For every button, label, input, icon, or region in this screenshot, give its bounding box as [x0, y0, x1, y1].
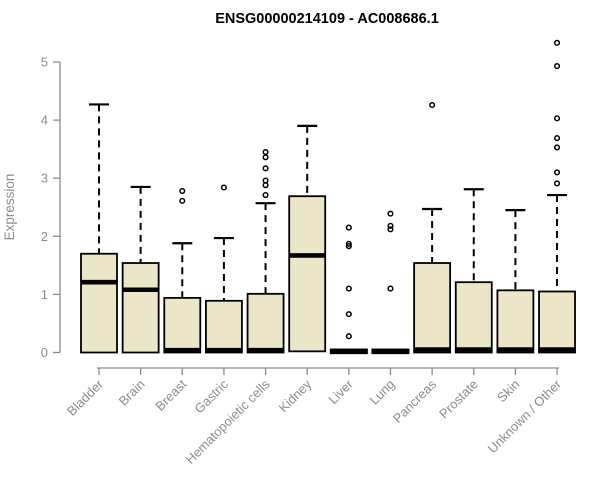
outlier-point [179, 197, 186, 204]
box-group [413, 101, 452, 354]
box-group [496, 209, 535, 354]
box-group [80, 103, 118, 354]
x-category-label: Kidney [276, 376, 315, 415]
outlier-point [553, 115, 561, 122]
x-category-label: Skin [494, 377, 522, 405]
outlier-point [179, 187, 186, 195]
box-group [246, 149, 285, 354]
outlier-point [345, 224, 352, 231]
outlier-point [553, 39, 561, 46]
iqr-box [163, 296, 202, 354]
x-category-label: Prostate [436, 377, 481, 422]
iqr-box [121, 262, 160, 354]
outlier-point [262, 191, 269, 199]
outlier-point [345, 333, 352, 340]
x-category-label: Bladder [64, 376, 107, 419]
x-category-label: Gastric [191, 376, 231, 416]
outlier-point [262, 165, 269, 172]
box-group [371, 210, 410, 355]
iqr-box [538, 290, 576, 354]
box-series [80, 39, 576, 355]
box-group [163, 187, 202, 354]
outlier-point [387, 210, 394, 217]
iqr-box [246, 292, 285, 354]
y-tick-label: 3 [41, 171, 48, 186]
x-category-label: Unknown / Other [485, 376, 565, 456]
iqr-box [413, 262, 452, 354]
outlier-point [429, 101, 436, 109]
outlier-point [553, 144, 561, 151]
outlier-point [345, 240, 352, 247]
iqr-box [496, 289, 535, 354]
box-group [454, 188, 493, 354]
collapsed-box [371, 348, 410, 355]
iqr-box [288, 195, 327, 353]
box-group [538, 39, 576, 354]
y-axis-label: Expression [2, 174, 17, 241]
box-group [205, 184, 243, 354]
outlier-point [262, 182, 269, 189]
y-tick-label: 4 [41, 113, 48, 128]
outlier-point [345, 311, 352, 318]
outlier-point [387, 285, 394, 292]
outlier-point [553, 180, 561, 187]
x-category-label: Breast [152, 376, 189, 413]
outlier-point [387, 222, 394, 229]
box-group [121, 185, 160, 354]
y-tick-label: 0 [41, 345, 48, 360]
y-tick-label: 5 [41, 55, 48, 70]
iqr-box [454, 281, 493, 354]
outlier-point [553, 135, 561, 142]
outlier-point [262, 149, 269, 156]
x-category-label: Lung [367, 377, 398, 408]
outlier-point [262, 154, 269, 161]
outlier-point [553, 169, 561, 176]
x-category-label: Brain [116, 377, 148, 409]
outlier-point [220, 184, 227, 191]
collapsed-box [329, 348, 368, 355]
outlier-point [553, 63, 561, 70]
x-category-label: Liver [325, 376, 356, 407]
x-category-label: Pancreas [390, 376, 440, 426]
box-group [329, 224, 368, 355]
iqr-box [80, 252, 118, 354]
outlier-point [345, 243, 352, 250]
box-group [288, 124, 327, 353]
y-tick-label: 2 [41, 229, 48, 244]
y-tick-label: 1 [41, 287, 48, 302]
outlier-point [387, 226, 394, 233]
chart-title: ENSG00000214109 - AC008686.1 [215, 11, 439, 27]
iqr-box [205, 299, 243, 354]
outlier-point [345, 285, 352, 292]
